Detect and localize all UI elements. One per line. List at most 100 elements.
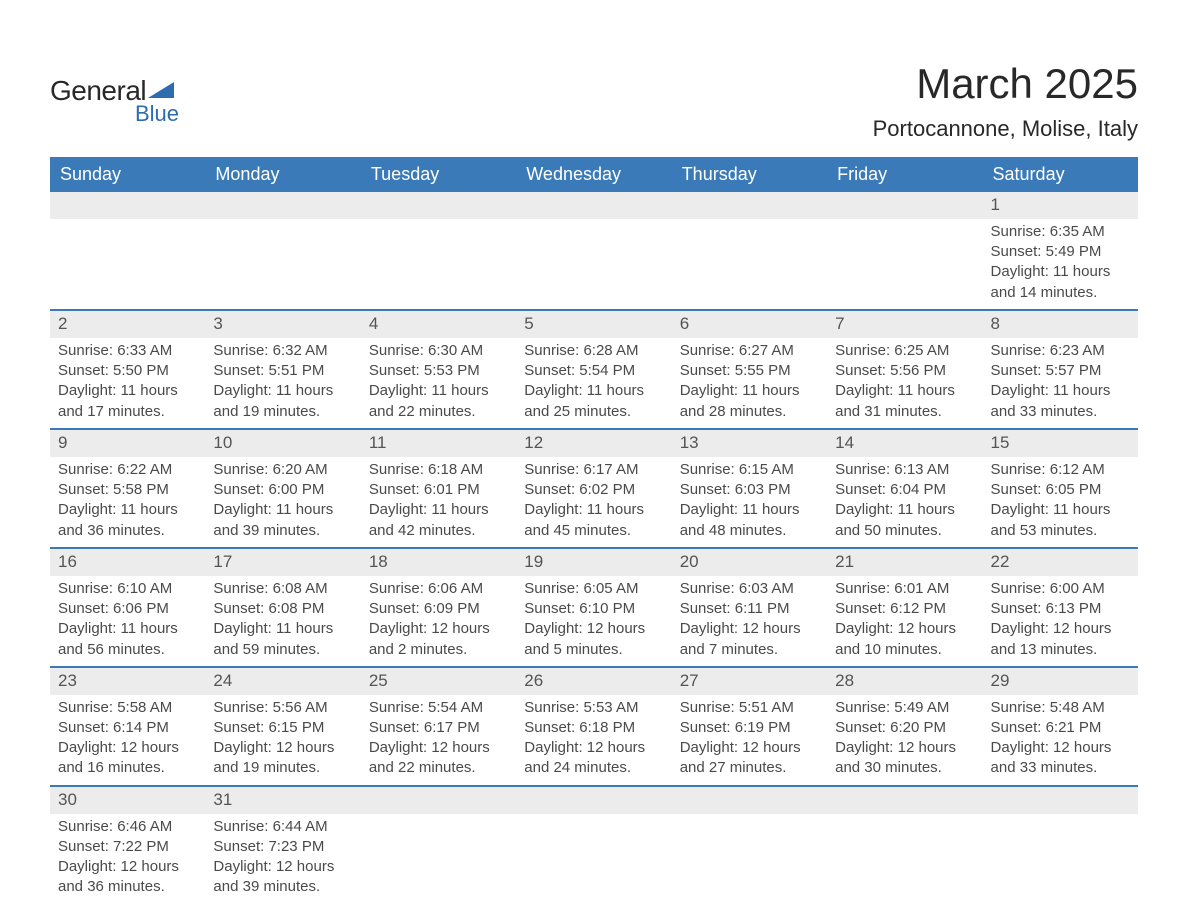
day-details: Sunrise: 5:51 AMSunset: 6:19 PMDaylight:… (672, 695, 827, 785)
calendar-empty-cell (361, 785, 516, 904)
calendar-day-cell: 13Sunrise: 6:15 AMSunset: 6:03 PMDayligh… (672, 428, 827, 547)
sunset-line: Sunset: 6:15 PM (213, 718, 352, 738)
day-details: Sunrise: 6:03 AMSunset: 6:11 PMDaylight:… (672, 576, 827, 666)
day-details: Sunrise: 6:33 AMSunset: 5:50 PMDaylight:… (50, 338, 205, 428)
sunrise-line: Sunrise: 6:13 AM (835, 460, 974, 480)
sunrise-line: Sunrise: 6:20 AM (213, 460, 352, 480)
day-details: Sunrise: 5:54 AMSunset: 6:17 PMDaylight:… (361, 695, 516, 785)
day-details: Sunrise: 6:15 AMSunset: 6:03 PMDaylight:… (672, 457, 827, 547)
sunrise-line: Sunrise: 6:15 AM (680, 460, 819, 480)
day-details: Sunrise: 6:17 AMSunset: 6:02 PMDaylight:… (516, 457, 671, 547)
day-number: 3 (205, 309, 360, 338)
day-details: Sunrise: 6:27 AMSunset: 5:55 PMDaylight:… (672, 338, 827, 428)
calendar-day-cell: 29Sunrise: 5:48 AMSunset: 6:21 PMDayligh… (983, 666, 1138, 785)
daylight-line: Daylight: 12 hours and 10 minutes. (835, 619, 974, 660)
day-number: 8 (983, 309, 1138, 338)
weekday-header: Monday (205, 157, 360, 192)
day-number: 19 (516, 547, 671, 576)
location-subtitle: Portocannone, Molise, Italy (873, 116, 1138, 142)
calendar-day-cell: 2Sunrise: 6:33 AMSunset: 5:50 PMDaylight… (50, 309, 205, 428)
calendar-day-cell: 3Sunrise: 6:32 AMSunset: 5:51 PMDaylight… (205, 309, 360, 428)
calendar-empty-cell (983, 785, 1138, 904)
daylight-line: Daylight: 12 hours and 27 minutes. (680, 738, 819, 779)
weekday-header-row: SundayMondayTuesdayWednesdayThursdayFrid… (50, 157, 1138, 192)
weekday-header: Friday (827, 157, 982, 192)
day-number: 30 (50, 785, 205, 814)
sunset-line: Sunset: 6:09 PM (369, 599, 508, 619)
calendar-day-cell: 24Sunrise: 5:56 AMSunset: 6:15 PMDayligh… (205, 666, 360, 785)
day-number: 17 (205, 547, 360, 576)
calendar-row: 9Sunrise: 6:22 AMSunset: 5:58 PMDaylight… (50, 428, 1138, 547)
sunset-line: Sunset: 5:53 PM (369, 361, 508, 381)
sunrise-line: Sunrise: 5:58 AM (58, 698, 197, 718)
sunrise-line: Sunrise: 5:51 AM (680, 698, 819, 718)
daylight-line: Daylight: 11 hours and 50 minutes. (835, 500, 974, 541)
day-number: 4 (361, 309, 516, 338)
sunset-line: Sunset: 6:00 PM (213, 480, 352, 500)
calendar-day-cell: 9Sunrise: 6:22 AMSunset: 5:58 PMDaylight… (50, 428, 205, 547)
sunrise-line: Sunrise: 6:27 AM (680, 341, 819, 361)
calendar-empty-cell (361, 192, 516, 309)
calendar-empty-cell (516, 192, 671, 309)
weekday-header: Sunday (50, 157, 205, 192)
day-number: 5 (516, 309, 671, 338)
sunset-line: Sunset: 5:55 PM (680, 361, 819, 381)
day-number: 13 (672, 428, 827, 457)
sunset-line: Sunset: 6:18 PM (524, 718, 663, 738)
sunrise-line: Sunrise: 5:48 AM (991, 698, 1130, 718)
day-number: 25 (361, 666, 516, 695)
empty-day-band (361, 785, 516, 814)
day-details: Sunrise: 6:25 AMSunset: 5:56 PMDaylight:… (827, 338, 982, 428)
sunrise-line: Sunrise: 6:06 AM (369, 579, 508, 599)
sunset-line: Sunset: 6:04 PM (835, 480, 974, 500)
sunset-line: Sunset: 5:49 PM (991, 242, 1130, 262)
weekday-header: Tuesday (361, 157, 516, 192)
calendar-body: 1Sunrise: 6:35 AMSunset: 5:49 PMDaylight… (50, 192, 1138, 904)
day-details: Sunrise: 5:48 AMSunset: 6:21 PMDaylight:… (983, 695, 1138, 785)
calendar-day-cell: 10Sunrise: 6:20 AMSunset: 6:00 PMDayligh… (205, 428, 360, 547)
sunrise-line: Sunrise: 6:10 AM (58, 579, 197, 599)
daylight-line: Daylight: 12 hours and 39 minutes. (213, 857, 352, 898)
calendar-empty-cell (672, 785, 827, 904)
day-details: Sunrise: 6:00 AMSunset: 6:13 PMDaylight:… (983, 576, 1138, 666)
calendar-row: 1Sunrise: 6:35 AMSunset: 5:49 PMDaylight… (50, 192, 1138, 309)
sunrise-line: Sunrise: 6:17 AM (524, 460, 663, 480)
sunset-line: Sunset: 6:20 PM (835, 718, 974, 738)
day-number: 29 (983, 666, 1138, 695)
daylight-line: Daylight: 11 hours and 36 minutes. (58, 500, 197, 541)
day-details: Sunrise: 6:10 AMSunset: 6:06 PMDaylight:… (50, 576, 205, 666)
calendar-row: 23Sunrise: 5:58 AMSunset: 6:14 PMDayligh… (50, 666, 1138, 785)
daylight-line: Daylight: 12 hours and 24 minutes. (524, 738, 663, 779)
calendar-empty-cell (827, 192, 982, 309)
day-number: 18 (361, 547, 516, 576)
day-number: 7 (827, 309, 982, 338)
sunrise-line: Sunrise: 5:49 AM (835, 698, 974, 718)
daylight-line: Daylight: 11 hours and 45 minutes. (524, 500, 663, 541)
calendar-empty-cell (827, 785, 982, 904)
empty-day-band (672, 785, 827, 814)
empty-day-band (361, 192, 516, 219)
sunset-line: Sunset: 5:56 PM (835, 361, 974, 381)
daylight-line: Daylight: 11 hours and 48 minutes. (680, 500, 819, 541)
day-number: 28 (827, 666, 982, 695)
calendar-table: SundayMondayTuesdayWednesdayThursdayFrid… (50, 157, 1138, 904)
sunrise-line: Sunrise: 6:12 AM (991, 460, 1130, 480)
sunset-line: Sunset: 5:57 PM (991, 361, 1130, 381)
brand-logo: General Blue (50, 60, 179, 127)
daylight-line: Daylight: 12 hours and 19 minutes. (213, 738, 352, 779)
sunrise-line: Sunrise: 6:08 AM (213, 579, 352, 599)
sunrise-line: Sunrise: 6:46 AM (58, 817, 197, 837)
sunset-line: Sunset: 6:19 PM (680, 718, 819, 738)
sunrise-line: Sunrise: 6:28 AM (524, 341, 663, 361)
daylight-line: Daylight: 11 hours and 19 minutes. (213, 381, 352, 422)
day-number: 10 (205, 428, 360, 457)
weekday-header: Wednesday (516, 157, 671, 192)
day-number: 2 (50, 309, 205, 338)
day-details: Sunrise: 6:18 AMSunset: 6:01 PMDaylight:… (361, 457, 516, 547)
sunset-line: Sunset: 5:58 PM (58, 480, 197, 500)
sunset-line: Sunset: 6:06 PM (58, 599, 197, 619)
daylight-line: Daylight: 11 hours and 31 minutes. (835, 381, 974, 422)
empty-day-band (827, 192, 982, 219)
day-details: Sunrise: 6:44 AMSunset: 7:23 PMDaylight:… (205, 814, 360, 904)
calendar-day-cell: 8Sunrise: 6:23 AMSunset: 5:57 PMDaylight… (983, 309, 1138, 428)
